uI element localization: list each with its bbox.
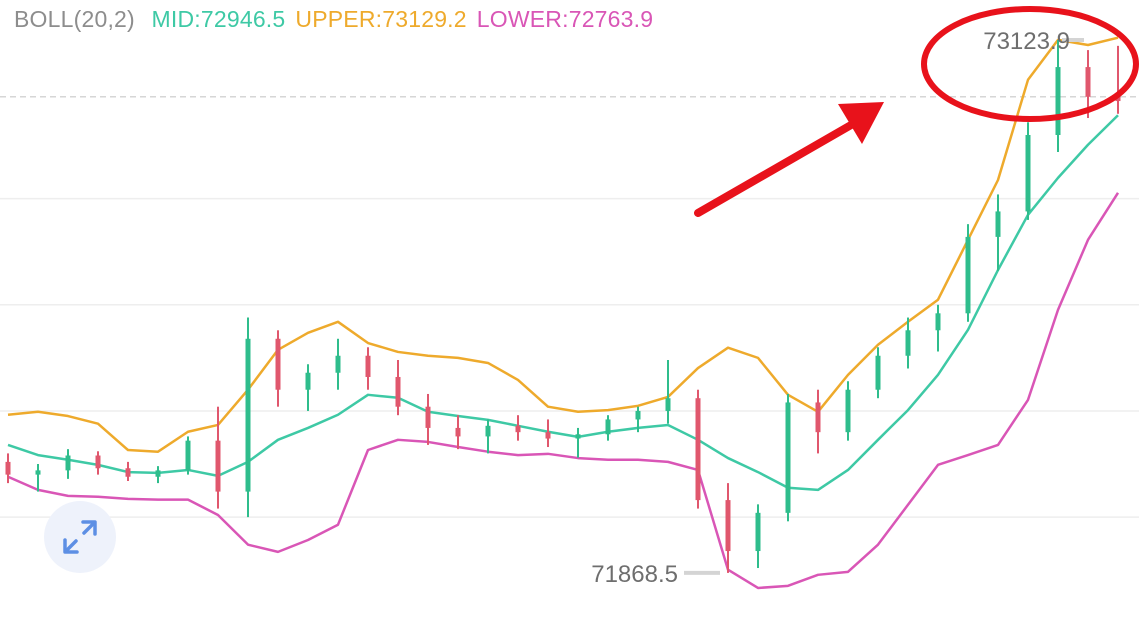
high-label: 73123.9 [983,28,1070,55]
candle-body [305,372,311,390]
candle-body [785,402,791,513]
legend: BOLL(20,2) MID:72946.5 UPPER:73129.2 LOWER… [14,6,663,33]
candle-body [215,440,221,492]
low-label: 71868.5 [591,561,678,588]
candle-body [875,355,881,390]
bands [7,36,1120,590]
grid [0,96,1139,518]
candle-body [1055,67,1061,135]
indicator-label: BOLL(20,2) [14,6,135,32]
candle-body [905,330,911,356]
legend-entry: LOWER:72763.9 [476,6,654,32]
annotation-arrow-head [838,102,884,144]
candle-body [365,355,371,377]
candle-body [1085,67,1091,97]
candle-body [545,432,551,439]
candle-body [755,512,761,552]
candle-body [245,338,251,492]
candle-body [1025,135,1031,212]
legend-entry: UPPER:73129.2 [295,6,467,32]
candle-body [815,402,821,433]
annotation-arrow [694,117,862,217]
expand-button[interactable] [44,501,116,573]
candle-body [425,406,431,428]
candle-body [95,455,101,469]
candle-body [125,468,131,477]
candle-body [335,355,341,373]
candle-body [485,425,491,437]
candle-body [185,440,191,471]
candles [5,39,1121,573]
candle-body [455,427,461,437]
band-line [7,114,1119,492]
candle-body [515,425,521,433]
candle-body [695,398,701,501]
legend-entry: MID:72946.5 [151,6,286,32]
candle-body [575,434,581,439]
candle-body [995,211,1001,237]
candle-body [35,470,41,475]
candle-body [965,236,971,314]
band-line [7,36,1119,453]
candle-body [665,398,671,411]
candle-body [395,376,401,407]
candle-body [5,461,11,475]
candle-body [65,455,71,471]
candle-body [725,500,731,552]
band-line [7,192,1120,590]
candle-body [635,410,641,420]
candle-body [1115,96,1121,102]
candle-body [605,419,611,435]
extreme-labels: 73123.9 71868.5 [591,28,1084,588]
candle-body [155,470,161,477]
candle-body [845,389,851,433]
candle-body [275,338,281,390]
annotation-circle [921,6,1139,122]
candle-body [935,313,941,331]
